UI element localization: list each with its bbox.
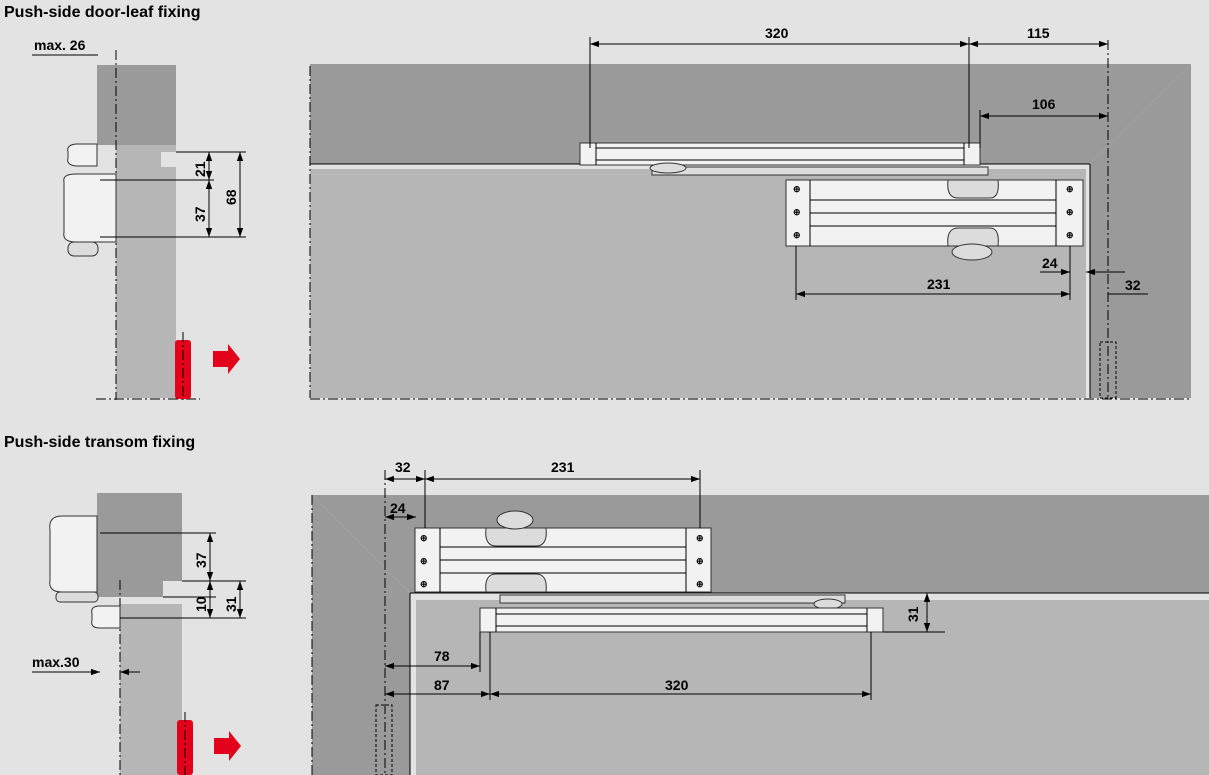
dim-231: 231 [927,276,951,292]
closer-body-side [49,515,98,593]
dim-87: 87 [434,677,450,693]
screw-icon: ⊕ [793,230,801,240]
dim-320: 320 [665,677,689,693]
dim-31: 31 [905,606,921,622]
closer-lug [947,227,999,247]
dim-10: 10 [193,596,209,612]
dim-31: 31 [223,596,239,612]
door-leaf-front-view: ⊕ ⊕ ⊕ ⊕ ⊕ ⊕ 320 115 106 24 231 32 [309,25,1191,400]
frame-head [310,64,1191,164]
dim-115: 115 [1027,25,1050,41]
door-leaf-side-view: max. 26 21 37 68 [32,37,246,400]
closer-body-side [63,173,117,243]
closer-foot [67,241,99,257]
dim-32: 32 [395,459,411,475]
hinge-marker [375,704,393,775]
push-direction-arrow-icon [214,731,241,761]
title-door-leaf: Push-side door-leaf fixing [4,4,200,21]
frame-profile [97,493,182,597]
dim-37: 37 [193,552,209,568]
dim-106: 106 [1032,96,1056,112]
frame-jamb [1090,64,1191,398]
push-direction-arrow-icon [213,344,240,374]
screw-icon: ⊕ [1066,230,1074,240]
closer-spindle [951,243,993,261]
closer-lug [485,573,547,593]
screw-icon: ⊕ [696,579,704,589]
screw-icon: ⊕ [420,579,428,589]
title-transom: Push-side transom fixing [4,434,195,451]
dim-68: 68 [223,189,239,205]
dim-32: 32 [1125,277,1141,293]
screw-icon: ⊕ [1066,207,1074,217]
arm-pivot [649,162,687,174]
screw-icon: ⊕ [420,556,428,566]
closer-lug [485,527,547,547]
guide-rail [479,607,884,633]
slide-arm [651,166,989,176]
transom-front-view: ⊕ ⊕ ⊕ ⊕ ⊕ ⊕ 32 231 24 31 78 [311,459,1209,775]
dim-24: 24 [1042,255,1058,271]
dim-231: 231 [551,459,575,475]
dim-21: 21 [192,161,208,177]
screw-icon: ⊕ [793,184,801,194]
arm-shoe [91,605,121,629]
door-leaf-profile [116,145,176,398]
slide-arm [499,594,846,604]
dim-max-26: max. 26 [34,37,86,53]
closer-foot [55,591,99,603]
dim-320: 320 [765,25,789,41]
screw-icon: ⊕ [793,207,801,217]
dim-37: 37 [192,206,208,222]
guide-rail [579,142,981,166]
screw-icon: ⊕ [696,556,704,566]
closer-lug [947,179,999,199]
screw-icon: ⊕ [1066,184,1074,194]
closer-spindle [496,510,534,530]
frame-profile [97,65,176,145]
hinge-marker [177,720,193,775]
screw-icon: ⊕ [420,533,428,543]
screw-icon: ⊕ [696,533,704,543]
door-leaf-profile [120,604,182,775]
arm-shoe [67,143,98,167]
dim-max-30: max.30 [32,654,80,670]
dim-78: 78 [434,648,450,664]
dim-24: 24 [390,500,406,516]
transom-side-view: 37 10 31 max.30 [32,493,246,775]
